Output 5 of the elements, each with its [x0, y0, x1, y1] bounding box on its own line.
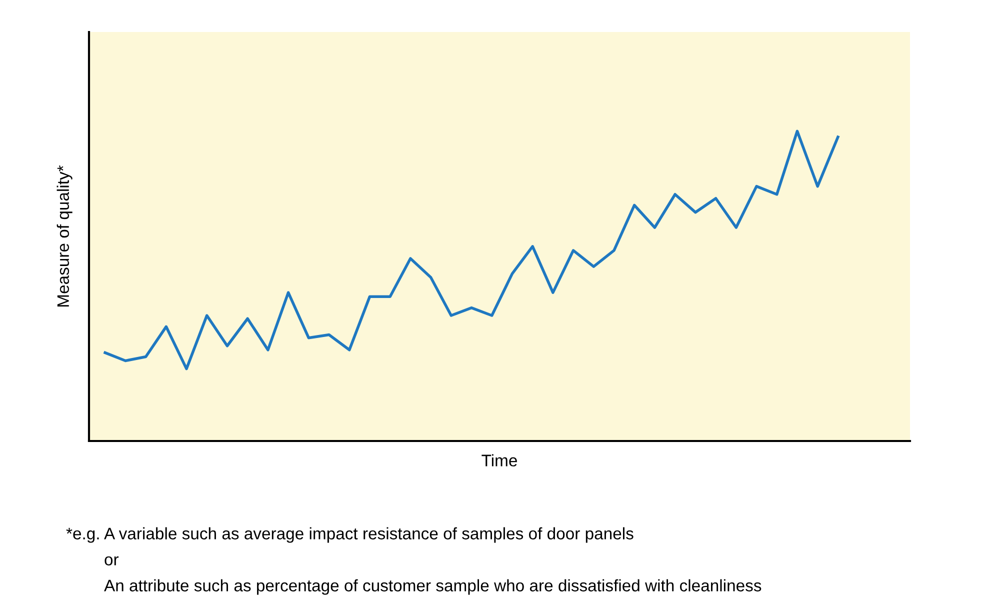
text: or [104, 556, 119, 566]
text: *e.g. A variable such as average impact resistance of samples of door panels [66, 527, 634, 543]
y-axis-title: Measure of quality* [56, 165, 72, 306]
text: An attribute such as percentage of customer sample who are dissatisfied with cleanliness [104, 579, 762, 595]
x-axis-title: Time [482, 454, 517, 466]
